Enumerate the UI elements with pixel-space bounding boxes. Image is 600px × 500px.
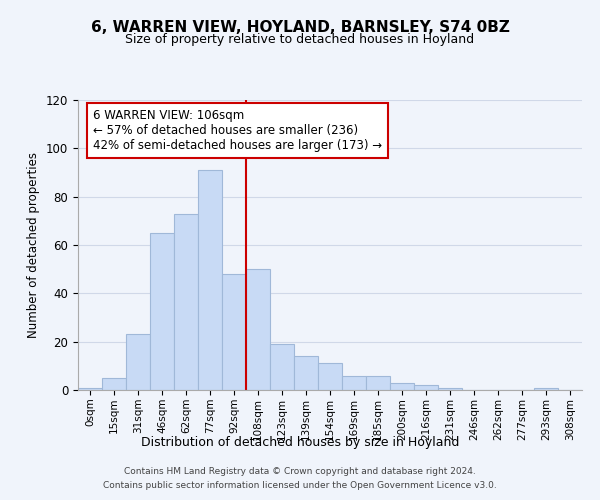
Bar [438, 388, 462, 390]
Y-axis label: Number of detached properties: Number of detached properties [28, 152, 40, 338]
Bar [222, 274, 246, 390]
Bar [414, 385, 438, 390]
Text: 6, WARREN VIEW, HOYLAND, BARNSLEY, S74 0BZ: 6, WARREN VIEW, HOYLAND, BARNSLEY, S74 0… [91, 20, 509, 35]
Text: Contains public sector information licensed under the Open Government Licence v3: Contains public sector information licen… [103, 480, 497, 490]
Bar [318, 364, 342, 390]
Bar [390, 383, 414, 390]
Text: Contains HM Land Registry data © Crown copyright and database right 2024.: Contains HM Land Registry data © Crown c… [124, 467, 476, 476]
Text: Size of property relative to detached houses in Hoyland: Size of property relative to detached ho… [125, 34, 475, 46]
Bar [342, 376, 366, 390]
Bar [78, 388, 102, 390]
Bar [126, 334, 150, 390]
Text: 6 WARREN VIEW: 106sqm
← 57% of detached houses are smaller (236)
42% of semi-det: 6 WARREN VIEW: 106sqm ← 57% of detached … [93, 108, 382, 152]
Text: Distribution of detached houses by size in Hoyland: Distribution of detached houses by size … [141, 436, 459, 449]
Bar [270, 344, 294, 390]
Bar [102, 378, 126, 390]
Bar [174, 214, 198, 390]
Bar [150, 233, 174, 390]
Bar [294, 356, 318, 390]
Bar [198, 170, 222, 390]
Bar [366, 376, 390, 390]
Bar [246, 269, 270, 390]
Bar [534, 388, 558, 390]
